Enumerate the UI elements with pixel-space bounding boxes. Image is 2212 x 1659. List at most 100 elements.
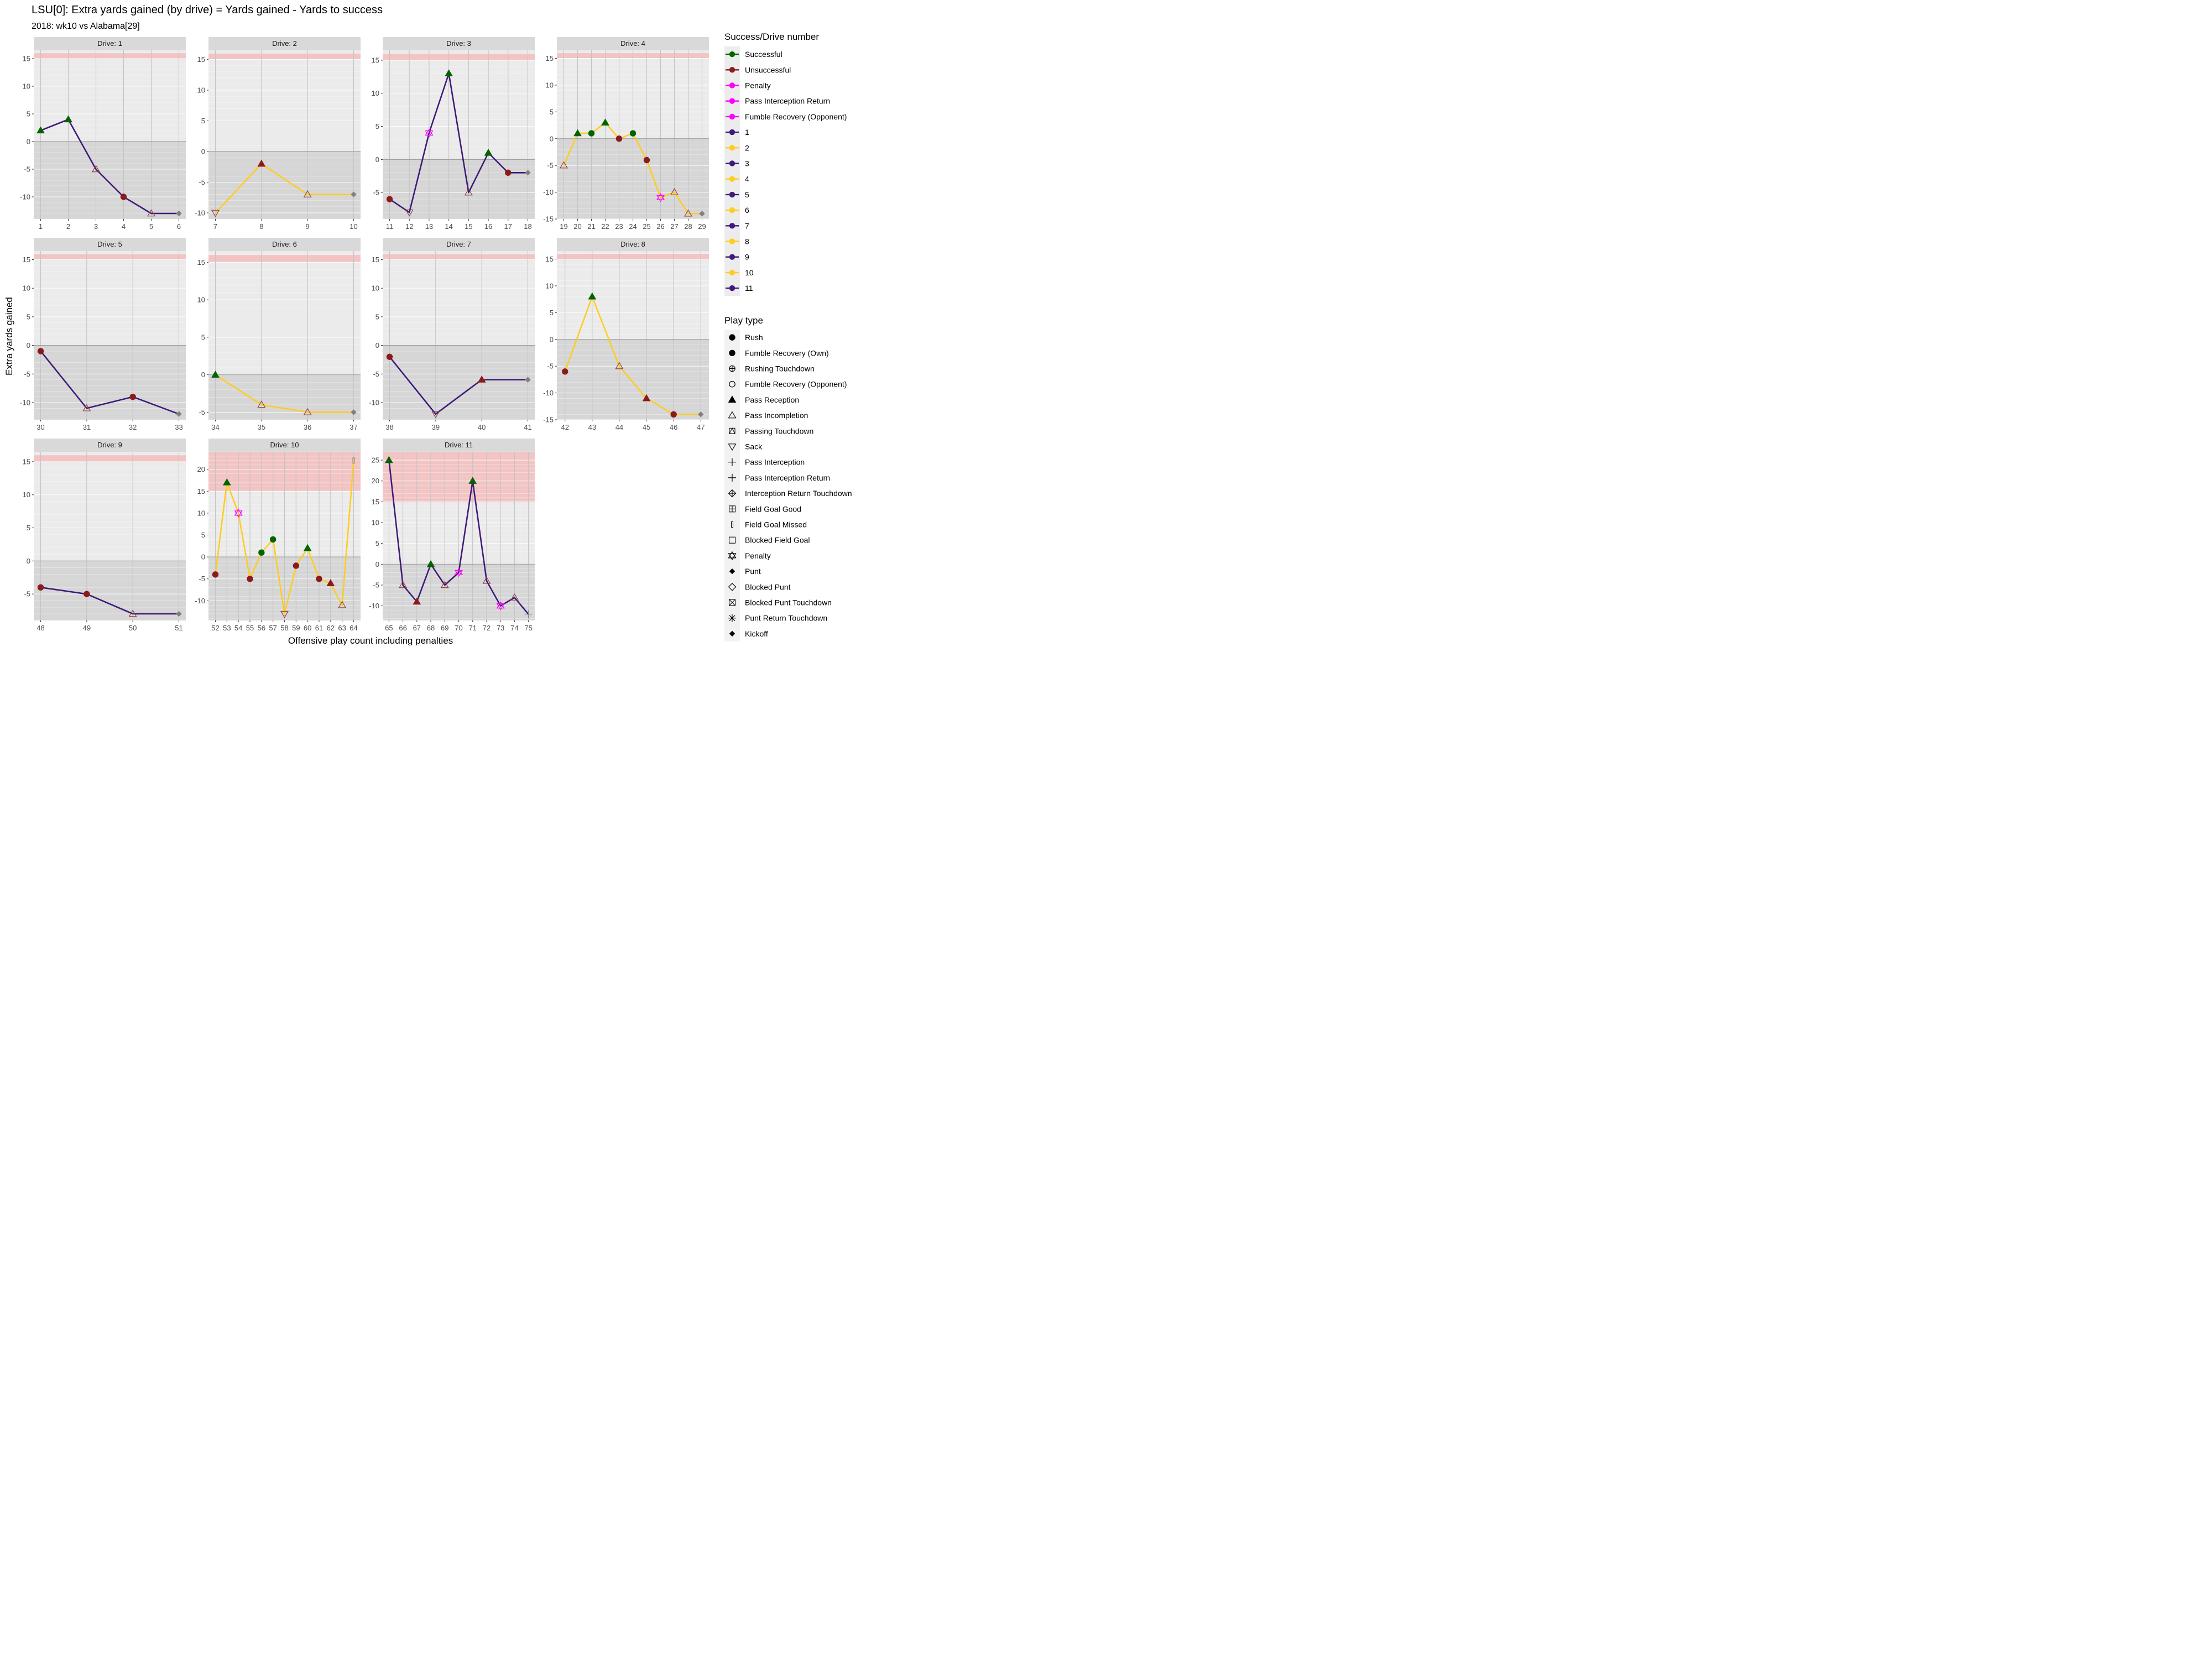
- play-point: [615, 362, 624, 369]
- y-tick-label: 5: [375, 122, 379, 131]
- x-tick-label: 47: [697, 423, 705, 431]
- legend-item: Pass Interception: [728, 458, 805, 467]
- legend-item: Rush: [729, 333, 763, 342]
- x-tick-label: 73: [497, 624, 504, 632]
- play-point: [484, 148, 493, 156]
- legend-dot: [729, 285, 735, 291]
- legend-item: 10: [726, 268, 754, 277]
- chart-subtitle: 2018: wk10 vs Alabama[29]: [32, 22, 140, 31]
- x-tick-label: 53: [223, 624, 231, 632]
- legend-shape: [728, 599, 736, 606]
- play-point: [698, 411, 704, 418]
- play-point: [386, 353, 393, 360]
- x-tick-label: 58: [280, 624, 288, 632]
- legend-label: Pass Reception: [745, 395, 799, 404]
- x-tick-label: 5: [149, 222, 153, 231]
- panel-strip: [34, 439, 186, 452]
- x-tick-label: 46: [670, 423, 677, 431]
- y-tick-label: -10: [543, 188, 554, 196]
- x-tick-label: 41: [524, 423, 531, 431]
- legend-item: 7: [726, 221, 749, 230]
- panel-drive-6: Drive: 6 -5 0 5 10 15 34 35 36 37: [197, 238, 361, 431]
- legend-dot: [729, 82, 735, 88]
- play-point: [562, 368, 568, 375]
- x-tick-label: 17: [504, 222, 512, 231]
- play-point: [505, 169, 512, 176]
- x-tick-label: 38: [385, 423, 393, 431]
- play-point: [120, 194, 127, 200]
- y-tick-label: 15: [546, 255, 554, 263]
- legend-label: Field Goal Missed: [745, 520, 807, 529]
- x-tick-label: 71: [468, 624, 476, 632]
- play-point: [212, 571, 219, 578]
- play-point: [211, 371, 220, 378]
- x-tick-label: 74: [510, 624, 518, 632]
- legend-item: Punt: [729, 567, 761, 576]
- play-point: [615, 135, 623, 142]
- y-tick-label: 15: [197, 487, 205, 495]
- negative-region: [208, 152, 361, 219]
- legend-label: Blocked Field Goal: [745, 536, 810, 545]
- legend-label: Successful: [745, 50, 782, 59]
- y-tick-label: 20: [197, 465, 205, 473]
- legend-item: Pass Reception: [728, 395, 799, 404]
- legend-shape: [729, 427, 735, 434]
- legend-label: Fumble Recovery (Opponent): [745, 112, 847, 121]
- legend-shape: [728, 505, 736, 513]
- legend-shape: [728, 583, 737, 591]
- play-point: [482, 576, 491, 584]
- x-axis-label: Offensive play count including penalties: [288, 635, 453, 645]
- play-point: [642, 394, 651, 401]
- legend-item: 2: [726, 143, 749, 152]
- y-tick-label: 25: [372, 456, 379, 465]
- legend-label: Kickoff: [745, 629, 768, 638]
- play-point: [338, 601, 347, 608]
- legend-success-title: Success/Drive number: [724, 32, 819, 42]
- play-point: [211, 210, 220, 217]
- y-tick-label: -5: [199, 178, 205, 186]
- y-tick-label: 5: [375, 539, 379, 547]
- x-tick-label: 25: [643, 222, 650, 231]
- legend-item: Pass Incompletion: [728, 411, 808, 420]
- legend-label: Punt: [745, 567, 761, 576]
- play-point: [440, 581, 449, 588]
- x-tick-label: 29: [698, 222, 706, 231]
- y-tick-label: 0: [201, 553, 205, 561]
- x-tick-label: 11: [386, 222, 394, 231]
- x-tick-label: 4: [122, 222, 126, 231]
- legend-item: Fumble Recovery (Opponent): [729, 380, 847, 389]
- play-point: [525, 377, 531, 383]
- play-point: [431, 411, 440, 419]
- play-point: [510, 593, 519, 601]
- x-tick-label: 68: [427, 624, 435, 632]
- panel-strip: [208, 439, 361, 452]
- legend-shape: [728, 473, 736, 482]
- play-point: [426, 560, 435, 567]
- legend-dot: [729, 269, 735, 276]
- play-point: [351, 409, 357, 415]
- play-point: [257, 159, 266, 167]
- legend-shape: [729, 568, 735, 575]
- legend-shape: [731, 521, 733, 528]
- legend-label: Pass Interception Return: [745, 97, 830, 106]
- panel-strip-label: Drive: 10: [270, 441, 299, 449]
- y-tick-label: 0: [201, 148, 205, 156]
- y-tick-label: 15: [197, 258, 205, 267]
- play-point: [588, 292, 597, 300]
- legend-item: Fumble Recovery (Opponent): [726, 112, 847, 121]
- x-tick-label: 9: [306, 222, 310, 231]
- legend-shape: [728, 536, 736, 544]
- y-tick-label: 5: [201, 531, 205, 539]
- play-point: [399, 581, 408, 588]
- y-tick-label: -5: [547, 362, 554, 371]
- y-tick-label: 0: [375, 155, 379, 164]
- play-point: [477, 375, 486, 383]
- play-point: [247, 576, 253, 582]
- y-tick-label: -10: [369, 602, 379, 610]
- play-point: [525, 170, 531, 176]
- legend-item: 1: [726, 128, 749, 137]
- play-point: [524, 610, 533, 618]
- x-tick-label: 21: [587, 222, 595, 231]
- x-tick-label: 60: [304, 624, 311, 632]
